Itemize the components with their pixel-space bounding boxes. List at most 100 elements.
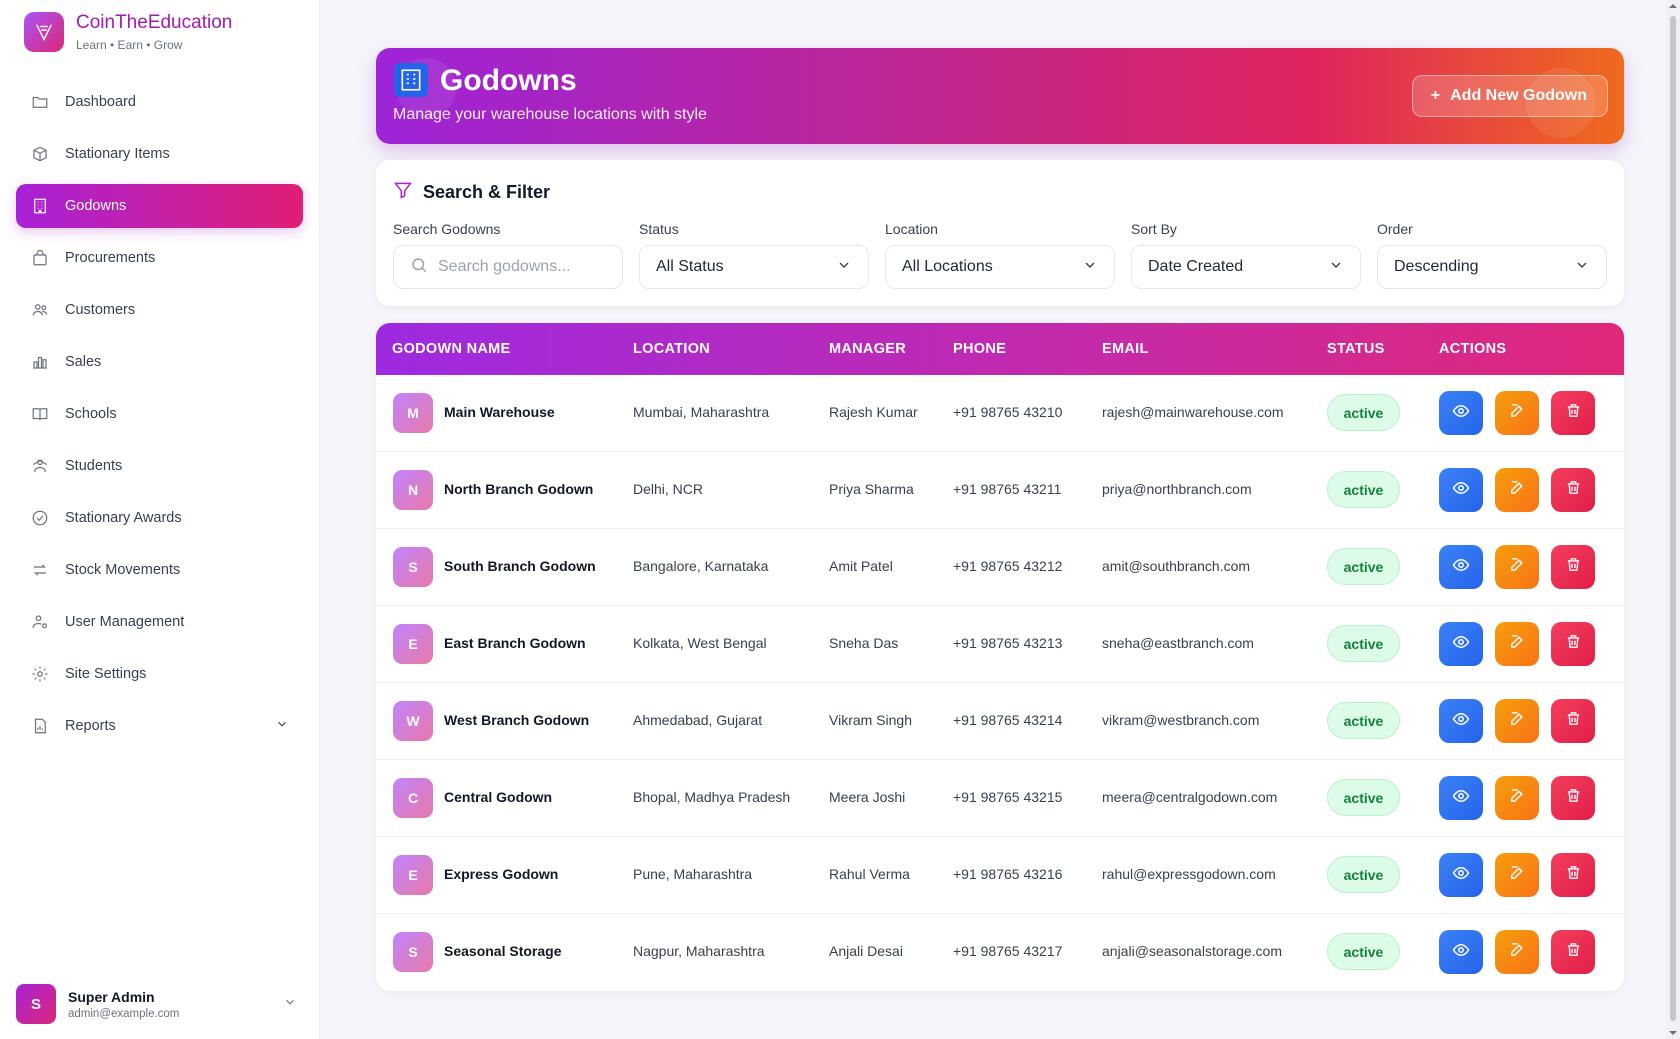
delete-button[interactable] bbox=[1551, 776, 1595, 820]
table-row[interactable]: E East Branch Godown Kolkata, West Bengal S… bbox=[376, 606, 1624, 683]
sidebar-item-stationary-awards[interactable]: Stationary Awards bbox=[16, 496, 303, 540]
edit-button[interactable] bbox=[1495, 391, 1539, 435]
sidebar-item-customers[interactable]: Customers bbox=[16, 288, 303, 332]
trash-icon bbox=[1565, 633, 1582, 655]
sidebar-item-user-management[interactable]: User Management bbox=[16, 600, 303, 644]
sidebar-item-dashboard[interactable]: Dashboard bbox=[16, 80, 303, 124]
bar-chart-icon bbox=[30, 352, 50, 372]
delete-button[interactable] bbox=[1551, 699, 1595, 743]
sidebar-item-site-settings[interactable]: Site Settings bbox=[16, 652, 303, 696]
chevron-down-icon bbox=[1328, 257, 1344, 278]
column-header-phone[interactable]: PHONE bbox=[953, 341, 1007, 357]
search-group: Search Godowns bbox=[393, 221, 623, 289]
eye-icon bbox=[1452, 402, 1470, 425]
delete-button[interactable] bbox=[1551, 468, 1595, 512]
edit-button[interactable] bbox=[1495, 545, 1539, 589]
status-select-value: All Status bbox=[656, 258, 724, 275]
page-scrollbar[interactable] bbox=[1666, 0, 1680, 1039]
sort-by-select-value: Date Created bbox=[1148, 258, 1244, 275]
column-header-manager[interactable]: MANAGER bbox=[829, 341, 907, 357]
godown-email: anjali@seasonalstorage.com bbox=[1102, 943, 1282, 959]
order-select[interactable]: Descending bbox=[1377, 245, 1607, 289]
godown-manager: Meera Joshi bbox=[829, 789, 906, 805]
delete-button[interactable] bbox=[1551, 545, 1595, 589]
column-header-status[interactable]: STATUS bbox=[1327, 341, 1385, 357]
edit-button[interactable] bbox=[1495, 699, 1539, 743]
edit-button[interactable] bbox=[1495, 622, 1539, 666]
edit-button[interactable] bbox=[1495, 468, 1539, 512]
godown-manager: Rajesh Kumar bbox=[829, 404, 918, 420]
table-row[interactable]: N North Branch Godown Delhi, NCR Priya Shar… bbox=[376, 452, 1624, 529]
sidebar-item-label: User Management bbox=[65, 614, 185, 630]
view-button[interactable] bbox=[1439, 699, 1483, 743]
view-button[interactable] bbox=[1439, 776, 1483, 820]
status-badge: active bbox=[1327, 548, 1400, 585]
chevron-down-icon[interactable] bbox=[283, 995, 297, 1014]
sidebar-item-label: Stationary Items bbox=[65, 146, 170, 162]
chevron-down-icon bbox=[836, 257, 852, 278]
table-row[interactable]: M Main Warehouse Mumbai, Maharashtra Rajesh… bbox=[376, 375, 1624, 452]
scroll-down-icon[interactable] bbox=[1669, 1029, 1677, 1037]
sidebar-item-sales[interactable]: Sales bbox=[16, 340, 303, 384]
godown-manager: Vikram Singh bbox=[829, 712, 913, 728]
user-name: Super Admin bbox=[68, 988, 155, 1005]
table-row[interactable]: W West Branch Godown Ahmedabad, Gujarat Vik… bbox=[376, 683, 1624, 760]
sidebar-item-label: Reports bbox=[65, 718, 116, 734]
status-select[interactable]: All Status bbox=[639, 245, 869, 289]
sidebar-item-students[interactable]: Students bbox=[16, 444, 303, 488]
view-button[interactable] bbox=[1439, 468, 1483, 512]
column-header-location[interactable]: LOCATION bbox=[633, 341, 711, 357]
delete-button[interactable] bbox=[1551, 622, 1595, 666]
godown-manager: Rahul Verma bbox=[829, 866, 910, 882]
table-row[interactable]: C Central Godown Bhopal, Madhya Pradesh Mee… bbox=[376, 760, 1624, 837]
sidebar-item-schools[interactable]: Schools bbox=[16, 392, 303, 436]
scroll-thumb[interactable] bbox=[1670, 16, 1676, 1021]
sidebar-item-reports[interactable]: Reports bbox=[16, 704, 303, 748]
search-input[interactable] bbox=[438, 258, 598, 276]
view-button[interactable] bbox=[1439, 391, 1483, 435]
user-profile[interactable]: S Super Admin admin@example.com bbox=[16, 982, 303, 1026]
table-row[interactable]: S South Branch Godown Bangalore, Karnataka… bbox=[376, 529, 1624, 606]
godown-name: Main Warehouse bbox=[444, 404, 555, 420]
sidebar-item-stationary-items[interactable]: Stationary Items bbox=[16, 132, 303, 176]
godown-name: East Branch Godown bbox=[444, 635, 586, 651]
view-button[interactable] bbox=[1439, 930, 1483, 974]
godown-phone: +91 98765 43217 bbox=[953, 943, 1063, 959]
sidebar-item-godowns[interactable]: Godowns bbox=[16, 184, 303, 228]
delete-button[interactable] bbox=[1551, 853, 1595, 897]
sidebar-item-label: Stock Movements bbox=[65, 562, 181, 578]
delete-button[interactable] bbox=[1551, 930, 1595, 974]
trash-icon bbox=[1565, 941, 1582, 963]
godown-email: priya@northbranch.com bbox=[1102, 481, 1252, 497]
brand[interactable]: CoinTheEducation Learn • Earn • Grow bbox=[24, 12, 232, 52]
godown-manager: Priya Sharma bbox=[829, 481, 914, 497]
view-button[interactable] bbox=[1439, 545, 1483, 589]
sort-by-select[interactable]: Date Created bbox=[1131, 245, 1361, 289]
column-header-email[interactable]: EMAIL bbox=[1102, 341, 1149, 357]
delete-button[interactable] bbox=[1551, 391, 1595, 435]
decorative-circle bbox=[1526, 68, 1596, 138]
brand-name: CoinTheEducation bbox=[76, 12, 233, 33]
table-row[interactable]: E Express Godown Pune, Maharashtra Rahul Ve… bbox=[376, 837, 1624, 914]
location-select[interactable]: All Locations bbox=[885, 245, 1115, 289]
table-row[interactable]: S Seasonal Storage Nagpur, Maharashtra Anja… bbox=[376, 914, 1624, 991]
sidebar-item-stock-movements[interactable]: Stock Movements bbox=[16, 548, 303, 592]
edit-icon bbox=[1509, 787, 1526, 809]
search-label: Search Godowns bbox=[393, 221, 501, 237]
search-box[interactable] bbox=[393, 245, 623, 289]
edit-button[interactable] bbox=[1495, 853, 1539, 897]
eye-icon bbox=[1452, 556, 1470, 579]
view-button[interactable] bbox=[1439, 622, 1483, 666]
scroll-up-icon[interactable] bbox=[1669, 2, 1677, 10]
edit-button[interactable] bbox=[1495, 930, 1539, 974]
add-godown-button[interactable]: + Add New Godown bbox=[1411, 75, 1608, 117]
edit-button[interactable] bbox=[1495, 776, 1539, 820]
view-button[interactable] bbox=[1439, 853, 1483, 897]
sidebar-item-procurements[interactable]: Procurements bbox=[16, 236, 303, 280]
trash-icon bbox=[1565, 402, 1582, 424]
sort-by-group: Sort By Date Created bbox=[1131, 221, 1361, 289]
column-header-name[interactable]: GODOWN NAME bbox=[392, 341, 511, 357]
add-godown-label: Add New Godown bbox=[1450, 87, 1587, 104]
filter-panel: Search & Filter Search Godowns Status Al… bbox=[376, 160, 1624, 306]
status-badge: active bbox=[1327, 702, 1400, 739]
